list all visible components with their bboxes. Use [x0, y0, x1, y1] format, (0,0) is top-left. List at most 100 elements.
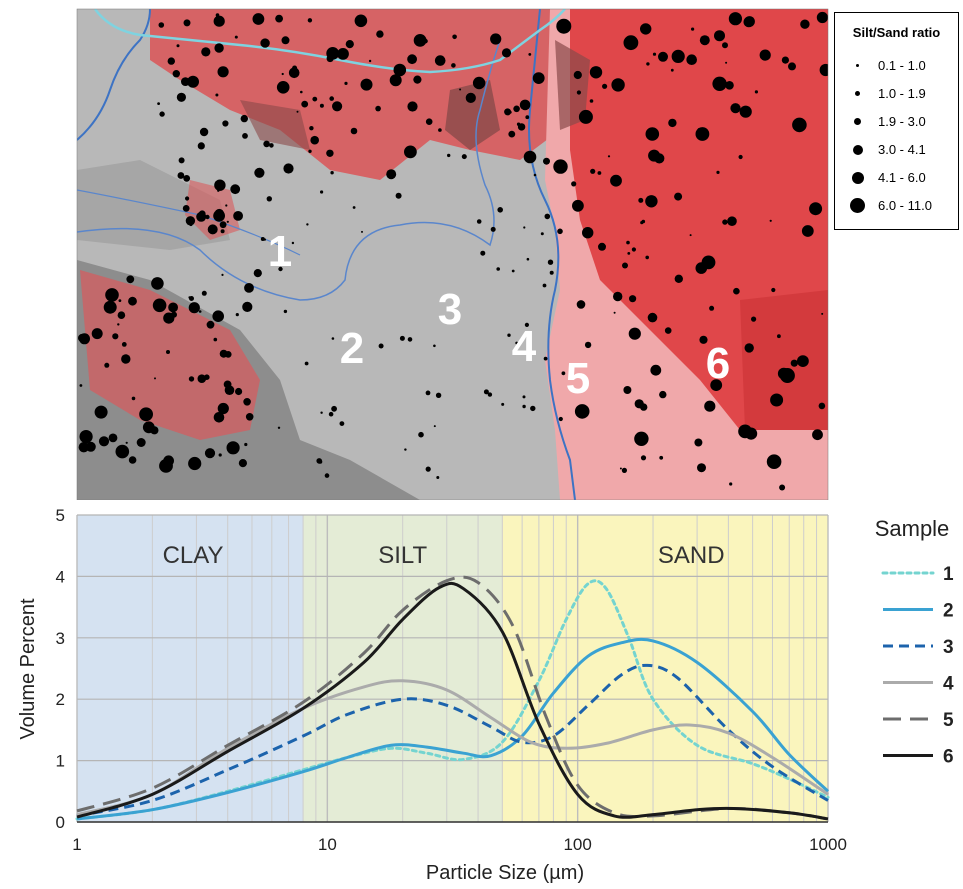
map-sample-dot	[278, 266, 283, 272]
map-sample-dot	[631, 247, 637, 252]
texture-zones	[77, 515, 828, 822]
map-sample-dot	[318, 459, 323, 464]
map-sample-dot	[788, 62, 796, 71]
map-sample-dot	[361, 230, 363, 233]
map-sample-dot	[399, 335, 405, 341]
map-sample-dot	[266, 196, 272, 202]
map-sample-dot	[288, 67, 300, 79]
legend-class-1-label: 0.1 - 1.0	[878, 58, 926, 73]
region-label-4: 4	[512, 322, 537, 371]
map-sample-dot	[433, 425, 436, 428]
map-sample-dot	[686, 54, 697, 65]
map-sample-dot	[108, 433, 118, 443]
map-sample-dot	[79, 430, 93, 444]
map-sample-dot	[472, 76, 486, 90]
map-sample-dot	[345, 40, 354, 49]
map-sample-dot	[739, 105, 752, 118]
map-sample-dot	[326, 149, 334, 157]
y-axis-title: Volume Percent	[17, 598, 39, 740]
map-sample-dot	[157, 102, 161, 105]
map-sample-dot	[659, 390, 667, 399]
map-sample-dot	[308, 149, 312, 153]
x-tick-label: 1	[72, 835, 81, 854]
map-sample-dot	[816, 11, 828, 24]
map-sample-dot	[386, 169, 397, 180]
map-sample-dot	[301, 100, 309, 108]
map-sample-dot	[436, 476, 440, 479]
map-sample-dot	[714, 30, 725, 42]
map-sample-dot	[407, 337, 413, 342]
map-sample-dot	[487, 392, 493, 397]
map-sample-dot	[185, 196, 190, 201]
map-sample-dot	[331, 405, 337, 412]
map-sample-dot	[572, 199, 584, 212]
map-sample-dot	[196, 211, 207, 222]
map-sample-dot	[269, 143, 274, 148]
x-tick-label: 10	[318, 835, 337, 854]
map-sample-dot	[170, 311, 177, 318]
map-sample-dot	[797, 355, 809, 367]
map-sample-dot	[779, 484, 786, 491]
legend-label-3: 3	[943, 637, 954, 658]
map-sample-dot	[532, 72, 545, 84]
map-sample-dot	[652, 52, 657, 56]
y-tick-label: 1	[56, 752, 65, 771]
map-sample-dot	[504, 108, 512, 116]
map-sample-dot	[244, 283, 254, 293]
map-sample-dot	[623, 35, 639, 51]
map-sample-dot	[578, 109, 593, 124]
map-sample-dot	[476, 219, 482, 224]
map-sample-dot	[352, 206, 356, 209]
map-sample-dot	[121, 342, 127, 347]
y-tick-label: 4	[56, 567, 65, 586]
map-sample-dot	[589, 66, 603, 79]
map-sample-dot	[178, 157, 185, 164]
map-sample-dot	[201, 290, 207, 296]
legend-class-4: 3.0 - 4.1	[835, 140, 958, 160]
map-sample-dot	[183, 19, 191, 27]
map-red-sw	[80, 270, 260, 440]
map-sample-dot	[438, 128, 442, 132]
map-sample-dot	[738, 154, 743, 160]
map-sample-dot	[619, 467, 622, 470]
map-sample-dot	[222, 120, 229, 127]
map-sample-dot	[725, 61, 728, 64]
chart-grid	[76, 514, 829, 823]
map-river-1	[77, 9, 151, 141]
silt-sand-map: 1 2 3 4 5 6	[76, 8, 829, 500]
map-sample-dot	[166, 350, 170, 354]
map-sample-dot	[759, 49, 771, 61]
map-sample-dot	[451, 63, 456, 68]
map-sample-dot	[418, 431, 424, 438]
map-sample-dot	[215, 93, 219, 97]
map-sample-dot	[283, 309, 288, 314]
map-sample-dot	[254, 167, 265, 178]
x-tick-label: 100	[563, 835, 591, 854]
map-sample-dot	[613, 311, 616, 314]
map-sample-dot	[659, 455, 664, 460]
map-sample-dot	[224, 351, 232, 358]
map-sample-dot	[260, 38, 270, 48]
map-sample-dot	[242, 301, 253, 312]
map-sample-dot	[553, 159, 568, 174]
legend-label-1: 1	[943, 564, 954, 585]
map-sample-dot	[291, 241, 295, 245]
map-sample-dot	[332, 101, 343, 112]
map-sample-dot	[158, 22, 165, 28]
map-sample-dot	[176, 44, 180, 48]
map-sample-dot	[188, 302, 200, 314]
map-sample-dot	[167, 57, 175, 65]
legend-label-4: 4	[943, 674, 954, 695]
map-sample-dot	[801, 225, 814, 237]
map-sample-dot	[712, 76, 727, 92]
legend-class-1: 0.1 - 1.0	[835, 56, 958, 76]
map-sample-dot	[744, 343, 754, 353]
map-sample-dot	[276, 81, 290, 94]
texture-zone-labels: CLAY SILT SAND	[163, 542, 725, 569]
map-sample-dot	[368, 59, 372, 63]
map-sample-dot	[540, 232, 544, 236]
map-sample-dot	[770, 393, 784, 407]
map-sample-dot	[465, 92, 476, 103]
map-sample-dot	[125, 441, 128, 444]
legend-class-3: 1.9 - 3.0	[835, 112, 958, 132]
